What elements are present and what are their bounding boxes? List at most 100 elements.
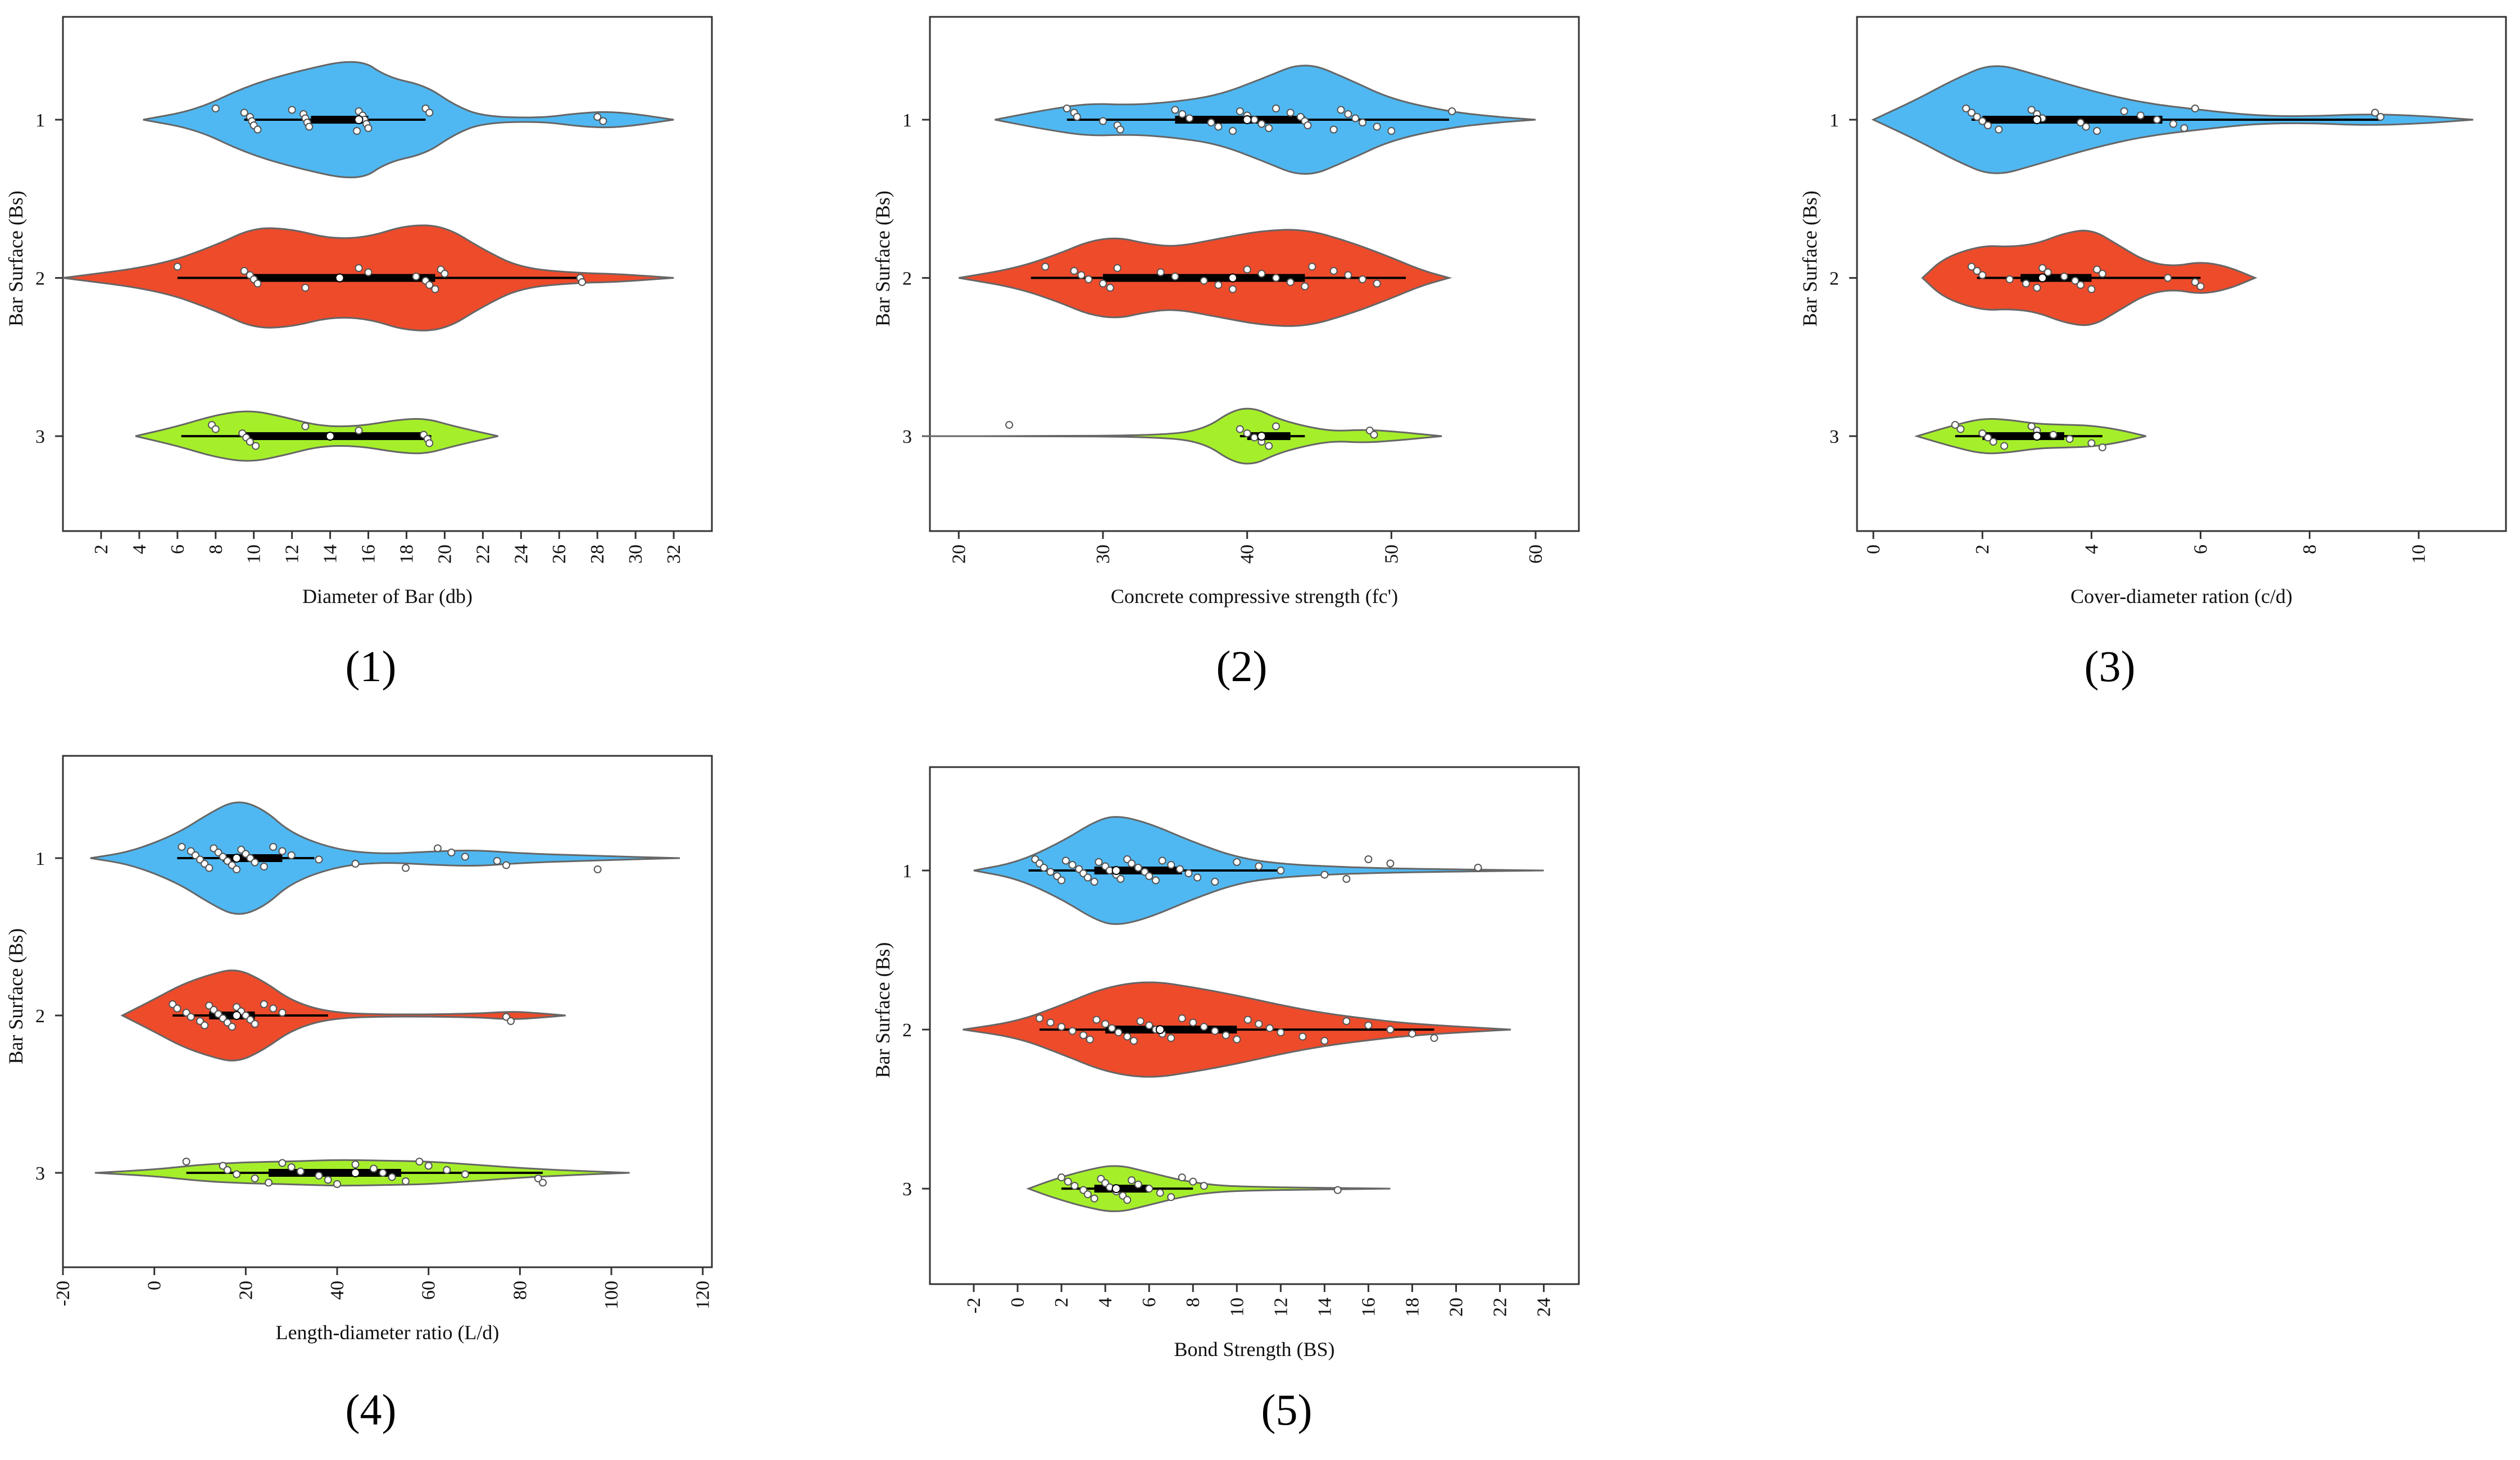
panel-label: (2) [1216, 642, 1268, 691]
data-point [1304, 121, 1312, 129]
y-tick-label: 2 [35, 1006, 45, 1027]
data-point [1342, 875, 1351, 883]
data-point [1178, 110, 1187, 118]
x-tick-label: 20 [235, 1281, 256, 1300]
x-axis-label: Diameter of Bar (db) [302, 585, 473, 607]
x-tick-label: 60 [1525, 545, 1546, 564]
data-point [593, 865, 602, 873]
data-point [431, 285, 439, 293]
data-point [1370, 430, 1378, 439]
data-point [233, 865, 241, 873]
data-point [1186, 114, 1193, 123]
data-point [1084, 275, 1093, 284]
data-point [425, 108, 434, 117]
data-point [1116, 125, 1124, 134]
data-point [1145, 1021, 1154, 1030]
panel-label: (4) [346, 1385, 397, 1434]
data-point [1301, 282, 1309, 291]
data-point [2191, 278, 2199, 287]
median-marker [325, 432, 335, 441]
data-point [228, 1023, 236, 1031]
data-point [1983, 121, 1992, 129]
median-marker [232, 854, 242, 863]
data-point [364, 268, 373, 276]
data-point [1046, 1018, 1055, 1027]
data-point [1039, 864, 1048, 872]
data-point [447, 849, 456, 856]
x-tick-label: 2 [91, 545, 112, 554]
data-point [1090, 1194, 1098, 1203]
data-point [1265, 1024, 1274, 1032]
data-point [1277, 1028, 1285, 1037]
x-tick-label: 22 [473, 545, 493, 564]
x-tick-label: 14 [1314, 1298, 1335, 1317]
y-tick-label: 3 [902, 1179, 912, 1200]
data-point [1158, 856, 1166, 865]
x-tick-label: 10 [1227, 1298, 1247, 1317]
data-point [2076, 281, 2085, 289]
data-point [1145, 1185, 1154, 1193]
data-point [187, 1013, 195, 1021]
violin-body-3 [923, 407, 1442, 465]
data-point [539, 1178, 547, 1187]
x-tick-label: 6 [167, 545, 188, 554]
x-tick-label: 40 [327, 1281, 348, 1300]
x-tick-label: 10 [244, 545, 265, 564]
data-point [1171, 273, 1179, 281]
data-point [278, 1009, 287, 1017]
data-point [1057, 1023, 1066, 1031]
data-point [1068, 861, 1077, 869]
data-point [2033, 284, 2041, 292]
y-tick-label: 2 [902, 1020, 912, 1041]
data-point [1255, 1020, 1263, 1028]
data-point [1156, 268, 1165, 276]
data-point [1351, 114, 1360, 123]
data-point [402, 1177, 410, 1185]
chart-panel-3: 1 2 3 0 2 4 6 8 10 Cover-diameter ration (c/d) Bar… [1799, 16, 2507, 607]
x-tick-label: 4 [129, 545, 150, 554]
data-point [1286, 108, 1295, 117]
data-point [1236, 425, 1244, 433]
x-tick-label: 6 [2190, 545, 2211, 554]
y-tick-label: 1 [902, 110, 912, 131]
y-axis-label: Bar Surface (Bs) [4, 191, 27, 327]
data-point [2191, 105, 2199, 112]
y-axis-label: Bar Surface (Bs) [871, 191, 894, 327]
x-tick-label: 30 [625, 545, 646, 564]
plot-frame [929, 16, 1580, 532]
data-point [1123, 1032, 1132, 1041]
data-point [260, 1000, 268, 1008]
data-point [1229, 285, 1237, 293]
data-point [433, 844, 442, 853]
data-point [2027, 106, 2036, 114]
x-tick-label: 14 [320, 545, 341, 564]
data-point [278, 1159, 287, 1167]
data-point [173, 1004, 181, 1013]
data-point [2049, 430, 2058, 439]
y-tick-label: 2 [35, 269, 45, 289]
data-point [240, 267, 248, 275]
data-point [1068, 1027, 1077, 1035]
data-point [1308, 262, 1316, 271]
x-tick-label: 12 [1270, 1298, 1291, 1317]
data-point [1973, 113, 1981, 121]
x-tick-label: 8 [2300, 545, 2321, 554]
y-tick-label: 2 [1829, 269, 1839, 289]
y-tick-label: 1 [902, 861, 912, 882]
data-point [2093, 265, 2101, 274]
data-point [415, 1158, 424, 1166]
data-point [1005, 421, 1014, 429]
data-point [1243, 429, 1251, 438]
data-point [1064, 1177, 1072, 1186]
data-point [1272, 422, 1280, 430]
y-tick-label: 1 [35, 849, 45, 869]
data-point [1329, 267, 1338, 275]
data-point [502, 861, 510, 869]
data-point [2087, 439, 2096, 447]
y-tick-label: 1 [1829, 110, 1839, 131]
plot-frame [1856, 16, 2507, 532]
x-tick-label: 18 [396, 545, 417, 564]
data-point [2027, 422, 2036, 430]
x-axis-label: Cover-diameter ration (c/d) [2071, 585, 2292, 607]
